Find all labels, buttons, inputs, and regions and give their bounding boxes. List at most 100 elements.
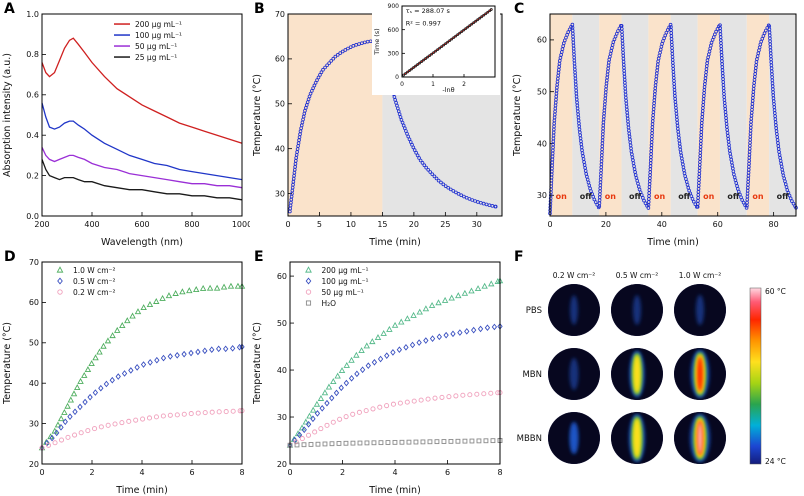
- svg-text:off: off: [580, 192, 592, 201]
- svg-text:30: 30: [277, 413, 287, 422]
- svg-text:Temperature (°C): Temperature (°C): [512, 74, 523, 157]
- svg-text:60 °C: 60 °C: [765, 287, 786, 296]
- svg-text:0: 0: [39, 468, 44, 477]
- svg-text:1000: 1000: [232, 220, 250, 229]
- svg-text:Temperature (°C): Temperature (°C): [252, 322, 263, 405]
- panel-c-label: C: [514, 1, 525, 17]
- svg-text:70: 70: [29, 258, 39, 267]
- svg-text:2: 2: [89, 468, 94, 477]
- panel-d-label: D: [4, 249, 16, 265]
- svg-text:40: 40: [29, 379, 39, 388]
- svg-text:60: 60: [277, 272, 287, 281]
- svg-text:24 °C: 24 °C: [765, 457, 786, 466]
- svg-text:Wavelength (nm): Wavelength (nm): [101, 237, 183, 248]
- svg-text:1.0 W cm⁻²: 1.0 W cm⁻²: [679, 271, 722, 280]
- svg-text:0.5 W cm⁻²: 0.5 W cm⁻²: [616, 271, 659, 280]
- svg-text:-lnθ: -lnθ: [442, 86, 454, 94]
- svg-text:0.8: 0.8: [26, 50, 39, 59]
- svg-text:50: 50: [537, 87, 547, 96]
- svg-text:τₛ = 288.07 s: τₛ = 288.07 s: [406, 7, 451, 15]
- svg-text:40: 40: [537, 139, 547, 148]
- svg-text:8: 8: [239, 468, 244, 477]
- svg-text:30: 30: [29, 419, 39, 428]
- svg-text:on: on: [654, 192, 665, 201]
- svg-text:800: 800: [184, 220, 199, 229]
- svg-text:off: off: [777, 192, 789, 201]
- svg-text:40: 40: [275, 144, 285, 153]
- svg-text:30: 30: [537, 191, 547, 200]
- svg-text:0: 0: [285, 220, 290, 229]
- svg-text:200 µg mL⁻¹: 200 µg mL⁻¹: [135, 20, 182, 29]
- panel-f: F 0.2 W cm⁻² 0.5 W cm⁻² 1.0 W cm⁻² PBS MBN MB…: [510, 248, 804, 496]
- svg-text:40: 40: [657, 220, 667, 229]
- svg-text:0: 0: [400, 81, 404, 88]
- svg-text:100 µg mL⁻¹: 100 µg mL⁻¹: [322, 277, 369, 286]
- svg-text:20: 20: [601, 220, 611, 229]
- svg-text:5: 5: [317, 220, 322, 229]
- svg-text:30: 30: [472, 220, 482, 229]
- svg-text:50 µg mL⁻¹: 50 µg mL⁻¹: [135, 42, 177, 51]
- svg-text:25: 25: [440, 220, 450, 229]
- svg-text:0.2 W cm⁻²: 0.2 W cm⁻²: [73, 288, 116, 297]
- svg-text:60: 60: [713, 220, 723, 229]
- svg-text:100 µg mL⁻¹: 100 µg mL⁻¹: [135, 31, 182, 40]
- svg-text:6: 6: [189, 468, 194, 477]
- svg-text:0.2: 0.2: [26, 171, 39, 180]
- svg-text:60: 60: [29, 298, 39, 307]
- panel-c: C 0 20 40 60 80 30 40 50 60 Time (min) Temperature…: [510, 0, 804, 248]
- svg-text:Time (min): Time (min): [368, 485, 421, 496]
- svg-text:Temperature (°C): Temperature (°C): [2, 322, 13, 405]
- svg-text:200 µg mL⁻¹: 200 µg mL⁻¹: [322, 266, 369, 275]
- panel-b: B 0 5 10 15 20 25 30 30 40 50 60 70 Time (min) Temper…: [250, 0, 510, 248]
- svg-text:1.0: 1.0: [26, 10, 39, 19]
- photothermal-cycles-chart: 0 20 40 60 80 30 40 50 60 Time (min) Temperature (…: [512, 13, 798, 248]
- svg-text:10: 10: [346, 220, 356, 229]
- panel-d: D 0 2 4 6 8 20 30 40 50 60 70 Time (min) Temperature…: [0, 248, 250, 496]
- panel-e: E 0 2 4 6 8 20 30 40 50 60 Time (min) Temperature (…: [250, 248, 510, 496]
- time-constant-inset-chart: 0 1 2 0 300 600 900 -lnθ Time (s) τₛ = 288.07 s R²…: [372, 0, 500, 95]
- svg-text:80: 80: [769, 220, 779, 229]
- svg-text:20: 20: [277, 460, 287, 469]
- svg-text:0.5 W cm⁻²: 0.5 W cm⁻²: [73, 277, 116, 286]
- svg-text:30: 30: [275, 189, 285, 198]
- svg-text:20: 20: [29, 460, 39, 469]
- svg-text:50: 50: [29, 339, 39, 348]
- svg-text:6: 6: [445, 468, 450, 477]
- svg-text:4: 4: [392, 468, 397, 477]
- svg-text:1: 1: [431, 81, 435, 88]
- svg-text:40: 40: [277, 366, 287, 375]
- svg-text:25 µg mL⁻¹: 25 µg mL⁻¹: [135, 53, 177, 62]
- svg-text:15: 15: [377, 220, 387, 229]
- svg-text:60: 60: [275, 55, 285, 64]
- svg-text:400: 400: [84, 220, 99, 229]
- svg-text:MBBN: MBBN: [517, 434, 542, 444]
- svg-text:R² = 0.997: R² = 0.997: [406, 20, 441, 28]
- panel-f-label: F: [514, 249, 524, 265]
- svg-text:8: 8: [497, 468, 502, 477]
- svg-text:Time (s): Time (s): [373, 28, 381, 55]
- svg-text:on: on: [556, 192, 567, 201]
- svg-text:2: 2: [462, 81, 466, 88]
- svg-text:60: 60: [537, 36, 547, 45]
- svg-text:0.2 W cm⁻²: 0.2 W cm⁻²: [553, 271, 596, 280]
- svg-text:0.0: 0.0: [26, 212, 39, 221]
- svg-text:50: 50: [275, 100, 285, 109]
- svg-text:Time (min): Time (min): [115, 485, 168, 496]
- svg-text:50 µg mL⁻¹: 50 µg mL⁻¹: [322, 288, 364, 297]
- svg-text:300: 300: [388, 50, 400, 57]
- svg-text:20: 20: [409, 220, 419, 229]
- thermal-images-grid: 0.2 W cm⁻² 0.5 W cm⁻² 1.0 W cm⁻² PBS MBN MBBN…: [517, 271, 786, 466]
- svg-text:PBS: PBS: [526, 306, 542, 316]
- svg-text:on: on: [752, 192, 763, 201]
- svg-text:Absorption intensity (a.u.): Absorption intensity (a.u.): [2, 53, 13, 177]
- absorption-spectra-chart: 200 400 600 800 1000 0.0 0.2 0.4 0.6 0.8 1.0 Wavele…: [2, 10, 250, 248]
- svg-text:600: 600: [134, 220, 149, 229]
- panel-a: A 200 400 600 800 1000 0.0 0.2 0.4 0.6 0.8 1.0 Wave…: [0, 0, 250, 248]
- panel-a-label: A: [4, 1, 15, 17]
- svg-text:MBN: MBN: [522, 370, 542, 380]
- panel-b-label: B: [254, 1, 265, 17]
- svg-text:4: 4: [139, 468, 144, 477]
- svg-text:H₂O: H₂O: [322, 299, 337, 308]
- svg-text:2: 2: [340, 468, 345, 477]
